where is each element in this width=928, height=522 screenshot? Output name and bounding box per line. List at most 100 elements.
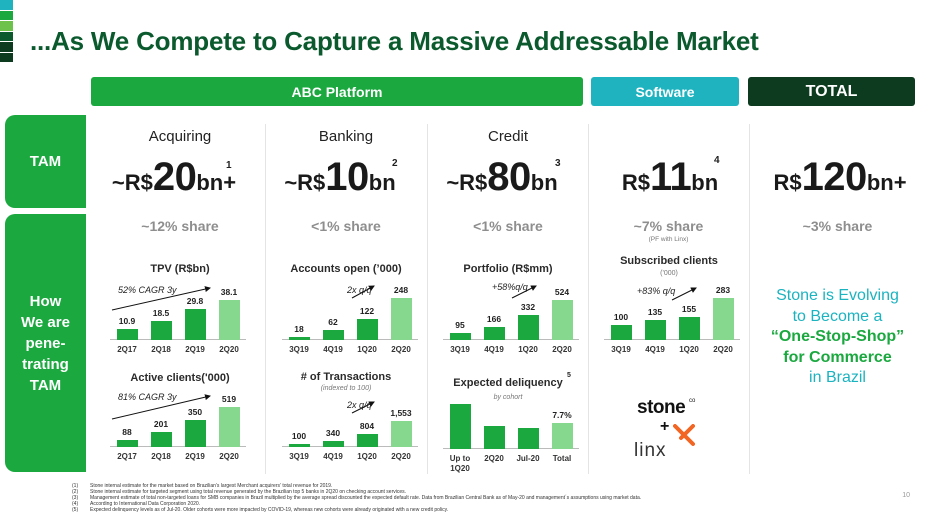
corner-color-bars [0, 0, 13, 63]
growth-annotation: +83% q/q [637, 286, 676, 296]
chart-title-transactions: # of Transactions [300, 371, 392, 383]
footnote-marker: 3 [555, 158, 561, 169]
tick-label: 1Q20 [357, 452, 377, 461]
share-credit: <1% share [473, 218, 543, 234]
chart-bar [150, 320, 172, 340]
chart-bar [322, 329, 344, 340]
abc-platform-header: ABC Platform [91, 77, 583, 106]
chart-portfolio: 95 3Q19 166 4Q19 332 1Q20 524 2Q20 [443, 287, 579, 354]
tick-label: 2Q19 [185, 345, 205, 354]
chart-bar [116, 440, 138, 447]
data-label: 88 [122, 427, 132, 438]
tick-label: 3Q19 [450, 345, 470, 354]
page-number: 10 [902, 492, 910, 499]
chart-axis [443, 339, 579, 340]
data-label: 332 [520, 301, 536, 312]
tam-side-label: TAM [5, 115, 86, 208]
footnote-marker: 4 [714, 155, 720, 166]
chart-title-accounts-open: Accounts open (’000) [290, 263, 402, 275]
stone-logo-co: co [689, 398, 696, 404]
tam-credit: ~R$80bn [446, 155, 558, 199]
share-acquiring: ~12% share [141, 218, 219, 234]
column-separator [588, 124, 589, 474]
tick-label: 3Q19 [289, 452, 309, 461]
data-label: 38.1 [220, 287, 238, 297]
tick-label: 2Q20 [219, 345, 239, 354]
slide-title: ...As We Compete to Capture a Massive Ad… [30, 26, 759, 56]
data-label: 340 [325, 428, 341, 439]
data-label: 350 [187, 407, 203, 418]
column-separator [265, 124, 266, 474]
chart-bar [449, 332, 471, 340]
software-header: Software [591, 77, 739, 106]
tick-label: 2Q20 [391, 452, 411, 461]
data-label: 201 [153, 418, 169, 429]
category-acquiring: Acquiring [148, 128, 212, 145]
chart-title-delinquency: Expected deliquency [453, 377, 563, 389]
growth-annotation: +58%q/q [492, 282, 528, 292]
data-label: 7.7% [552, 410, 572, 421]
chart-bar [390, 421, 412, 447]
chart-title-tpv: TPV (R$bn) [150, 263, 210, 275]
tick-label: 2Q20 [391, 345, 411, 354]
data-label: 95 [455, 319, 465, 330]
tick-label: 4Q19 [323, 452, 343, 461]
cagr-annotation: 52% CAGR 3y [118, 285, 177, 295]
data-label: 524 [554, 287, 570, 297]
chart-bar [712, 298, 734, 340]
chart-bar [551, 300, 573, 340]
share-software-note: (PF with Linx) [648, 236, 689, 243]
chart-bar [483, 327, 505, 340]
chart-bar [322, 441, 344, 447]
data-label: 804 [359, 420, 375, 431]
data-label: 122 [359, 306, 375, 317]
data-label: 135 [647, 306, 663, 317]
chart-bar [610, 325, 632, 340]
category-credit: Credit [487, 128, 528, 145]
chart-delinquency: Up to 1Q20 2Q20 Jul-20 7.7% Total [443, 404, 579, 473]
linx-logo: linx [634, 440, 667, 461]
chart-bar [517, 428, 539, 449]
tick-label: 1Q20 [357, 345, 377, 354]
chart-subscribed-clients: 100 3Q19 135 4Q19 155 1Q20 283 2Q20 [604, 285, 740, 354]
chart-tpv: 10.9 2Q17 18.5 2Q18 29.8 2Q19 38.1 2Q20 [110, 287, 246, 354]
footnote-marker: 2 [392, 158, 398, 169]
data-label: 100 [291, 431, 307, 441]
tick-label: 3Q19 [289, 345, 309, 354]
total-header: TOTAL [748, 77, 915, 106]
share-banking: <1% share [311, 218, 381, 234]
chart-title-active-clients: Active clients('000) [130, 372, 230, 384]
chart-axis [282, 339, 418, 340]
chart-bar [288, 336, 310, 340]
tick-label: 2Q19 [185, 452, 205, 461]
tick-label: 2Q18 [151, 452, 171, 461]
tick-label: 4Q19 [645, 345, 665, 354]
evolving-message: Stone is Evolving to Become a “One-Stop-… [770, 287, 905, 386]
tick-label: 2Q20 [713, 345, 733, 354]
linx-logo-mark-icon [673, 424, 695, 446]
share-software: ~7% share [633, 218, 704, 234]
tick-label: 2Q20 [552, 345, 572, 354]
tam-acquiring: ~R$20bn+ [111, 155, 237, 199]
data-label: 155 [681, 304, 697, 314]
stone-logo: stone [637, 397, 686, 418]
tam-software: R$11bn [621, 155, 719, 199]
footnotes: (1) Stone internal estimate for the marke… [72, 483, 642, 513]
chart-subtitle: (indexed to 100) [320, 385, 372, 392]
footnote-marker: 1 [226, 160, 232, 171]
data-label: 18.5 [152, 307, 170, 318]
tick-label: 2Q20 [219, 452, 239, 461]
tick-label: Jul-20 [516, 454, 540, 463]
chart-bar [218, 407, 240, 447]
chart-bar [449, 404, 471, 449]
tick-label: 2Q17 [117, 452, 137, 461]
chart-subtitle: ('000) [660, 270, 678, 277]
column-separator [749, 124, 750, 474]
chart-axis [443, 448, 579, 449]
cagr-annotation: 81% CAGR 3y [118, 392, 177, 402]
data-label: 29.8 [186, 295, 204, 306]
chart-axis [110, 446, 246, 447]
chart-transactions: 100 3Q19 340 4Q19 804 1Q20 1,553 2Q20 [282, 408, 418, 461]
tick-label: Total [552, 454, 572, 463]
footnote-marker: 5 [567, 372, 571, 379]
